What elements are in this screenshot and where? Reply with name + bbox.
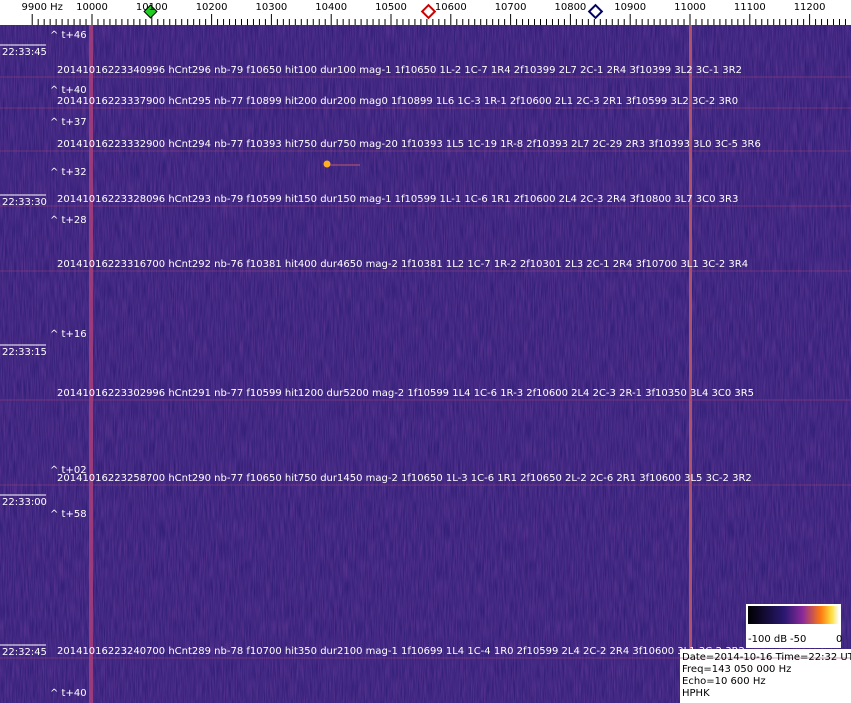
frequency-label: 10300 [255,2,287,13]
carrier-line [689,25,692,703]
time-label: 22:32:45 [2,647,47,658]
time-label: 22:33:45 [2,47,47,58]
frequency-label: 11200 [794,2,826,13]
detection-text: 20141016223240700 hCnt289 nb-78 f10700 h… [57,646,745,657]
time-label: 22:33:30 [2,197,47,208]
detection-text: 20141016223328096 hCnt293 nb-79 f10599 h… [57,194,738,205]
legend-label: 0 [836,634,842,645]
frequency-label: 10600 [435,2,467,13]
time-label: 22:33:00 [2,497,47,508]
detection-text: 20141016223337900 hCnt295 nb-77 f10899 h… [57,96,738,107]
detection-text: 20141016223302996 hCnt291 nb-77 f10599 h… [57,388,754,399]
time-marker: ^ t+32 [50,167,87,178]
marker-green [143,4,158,19]
frequency-label: 10100 [136,2,168,13]
time-marker: ^ t+28 [50,215,87,226]
frequency-label: 10400 [315,2,347,13]
detection-text: 20141016223340996 hCnt296 nb-79 f10650 h… [57,65,742,76]
spectrum-noise [0,25,851,703]
frequency-label: 10200 [196,2,228,13]
time-marker: ^ t+58 [50,509,87,520]
time-marker: ^ t+37 [50,117,87,128]
detection-text: 20141016223316700 hCnt292 nb-76 f10381 h… [57,259,748,270]
frequency-label: 10700 [495,2,527,13]
frequency-label: 10800 [554,2,586,13]
time-marker: ^ t+46 [50,30,87,41]
info-line: Freq=143 050 000 Hz [682,664,791,675]
frequency-label: 10500 [375,2,407,13]
marker-blue [587,3,604,20]
meteor-echo [323,160,331,168]
legend-label: -100 dB [748,634,787,645]
detection-text: 20141016223332900 hCnt294 nb-77 f10393 h… [57,139,761,150]
marker-red [420,3,437,20]
frequency-label: 9900 Hz [21,2,62,13]
info-line: HPHK [682,688,710,699]
time-label: 22:33:15 [2,347,47,358]
detection-text: 20141016223258700 hCnt290 nb-77 f10650 h… [57,473,752,484]
channel-markers [143,3,604,20]
frequency-label: 11000 [674,2,706,13]
legend-label: -50 [790,634,806,645]
color-bar [748,606,839,624]
time-marker: ^ t+02 [50,465,87,476]
info-line: Date=2014-10-16 Time=22:32 UTC [682,652,851,663]
axis-ticks [31,14,846,25]
carrier-line [89,25,93,703]
frequency-label: 10900 [614,2,646,13]
time-marker: ^ t+40 [50,688,87,699]
frequency-label: 10000 [76,2,108,13]
time-marker: ^ t+40 [50,85,87,96]
frequency-label: 11100 [734,2,766,13]
info-line: Echo=10 600 Hz [682,676,766,687]
time-marker: ^ t+16 [50,329,87,340]
